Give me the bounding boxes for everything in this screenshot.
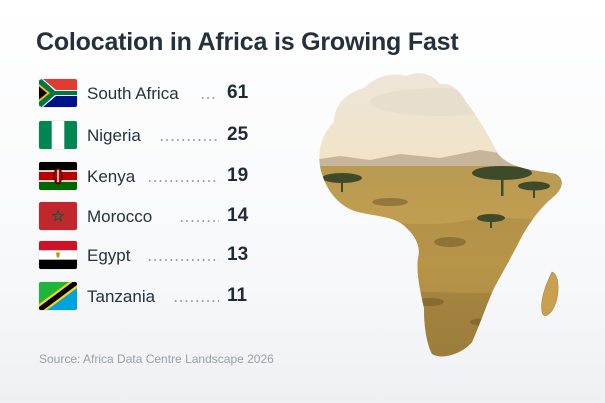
country-name: Kenya (87, 167, 136, 186)
country-name: Nigeria (87, 126, 141, 145)
country-value: 14 (227, 205, 249, 226)
tanzania-flag-icon (39, 282, 77, 310)
list-item: Kenya 19 (39, 162, 254, 190)
chart-title: Colocation in Africa is Growing Fast (36, 28, 459, 56)
country-name: Tanzania (87, 287, 156, 306)
south-africa-flag-icon (39, 79, 77, 107)
leader-dots (147, 180, 219, 182)
egypt-flag-icon (39, 241, 77, 269)
country-value: 25 (227, 124, 249, 145)
leader-dots (173, 300, 219, 302)
leader-dots (200, 97, 218, 99)
country-value: 19 (227, 165, 249, 186)
source-note: Source: Africa Data Centre Landscape 202… (39, 352, 274, 366)
country-name: South Africa (87, 84, 179, 103)
leader-dots (159, 139, 219, 141)
nigeria-flag-icon (39, 121, 77, 149)
list-item: Morocco 14 (39, 202, 254, 230)
country-name: Egypt (87, 246, 131, 265)
list-item: South Africa 61 (39, 79, 254, 107)
list-item: Tanzania 11 (39, 282, 254, 310)
country-value: 61 (227, 82, 249, 103)
kenya-flag-icon (39, 162, 77, 190)
list-item: Nigeria 25 (39, 121, 254, 149)
list-item: Egypt 13 (39, 241, 254, 269)
africa-map-illustration (290, 62, 590, 367)
morocco-flag-icon (39, 202, 77, 230)
leader-dots (179, 220, 219, 222)
country-name: Morocco (87, 207, 153, 226)
country-value: 11 (227, 285, 248, 306)
country-value: 13 (227, 244, 249, 265)
leader-dots (147, 259, 219, 261)
